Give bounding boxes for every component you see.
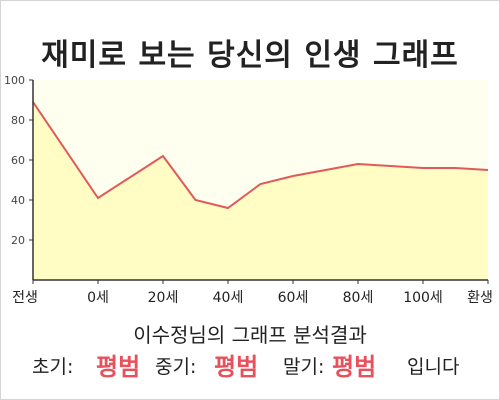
- analysis-subtitle: 이수정님의 그래프 분석결과: [133, 323, 367, 347]
- life-graph-chart: 20 40 60 80 100 전생 0세 20세 40세 60세 80세 100세 환생: [4, 74, 493, 306]
- late-label: 말기:: [283, 356, 325, 378]
- x-tick-label: 환생: [467, 290, 493, 306]
- x-tick-label: 100세: [403, 290, 443, 306]
- late-value: 평범: [332, 353, 377, 381]
- life-line-series: [32, 101, 489, 210]
- y-axis-ticks: 20 40 60 80 100: [4, 74, 33, 247]
- x-tick-label: 60세: [278, 290, 309, 306]
- early-label: 초기:: [32, 356, 74, 378]
- page-title: 재미로 보는 당신의 인생 그래프: [41, 38, 459, 73]
- middle-value: 평범: [214, 353, 259, 381]
- analysis-result-line: 초기: 평범 중기: 평범 말기: 평범 입니다: [0, 346, 500, 381]
- middle-label: 중기:: [155, 356, 197, 378]
- y-tick-label: 40: [11, 194, 25, 207]
- y-tick-label: 20: [11, 234, 25, 247]
- x-tick-label: 40세: [213, 290, 244, 306]
- y-tick-label: 60: [11, 154, 25, 167]
- x-tick-label: 80세: [343, 290, 374, 306]
- x-tick-label: 전생: [12, 290, 38, 306]
- y-tick-label: 100: [4, 74, 25, 87]
- x-tick-label: 20세: [148, 290, 179, 306]
- result-ending: 입니다: [407, 356, 460, 378]
- life-area-fill: [33, 102, 488, 280]
- y-tick-label: 80: [11, 114, 25, 127]
- x-axis-ticks: 전생 0세 20세 40세 60세 80세 100세 환생: [12, 280, 493, 306]
- x-tick-label: 0세: [87, 290, 109, 306]
- early-value: 평범: [96, 353, 141, 381]
